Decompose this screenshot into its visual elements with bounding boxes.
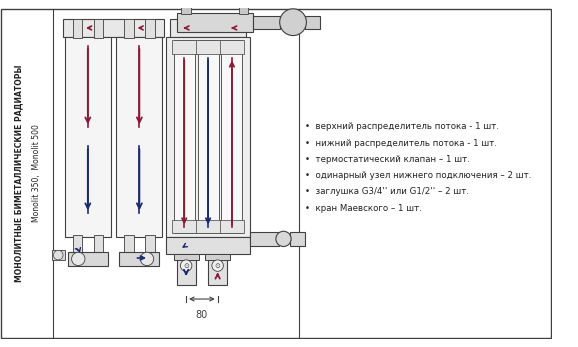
Bar [94, 235, 103, 252]
Bar [172, 220, 197, 233]
Bar [73, 235, 82, 252]
Bar [177, 12, 253, 32]
Bar [196, 40, 220, 54]
Bar [179, 0, 194, 5]
Text: ⊙: ⊙ [214, 263, 221, 269]
Bar [181, 3, 191, 14]
Bar [166, 36, 250, 237]
Bar [145, 235, 155, 252]
Bar [94, 19, 103, 39]
Bar [220, 40, 244, 54]
Bar [198, 40, 218, 233]
Bar [305, 16, 320, 29]
Text: •  верхний распределитель потока - 1 шт.: • верхний распределитель потока - 1 шт. [305, 122, 499, 132]
Circle shape [53, 250, 63, 260]
Text: ⊙: ⊙ [183, 263, 189, 269]
Bar [250, 232, 279, 246]
Circle shape [180, 260, 192, 271]
Bar [172, 40, 197, 54]
Text: Monolit 350,  Monolit 500: Monolit 350, Monolit 500 [32, 124, 41, 222]
Bar [253, 16, 280, 29]
Text: •  термостатический клапан – 1 шт.: • термостатический клапан – 1 шт. [305, 155, 470, 164]
Circle shape [276, 231, 291, 246]
Text: •  одинарный узел нижнего подключения – 2 шт.: • одинарный узел нижнего подключения – 2… [305, 171, 532, 180]
Bar [145, 19, 155, 39]
Bar [119, 252, 160, 265]
Text: МОНОЛИТНЫЕ БИМЕТАЛЛИЧЕСКИЕ РАДИАТОРЫ: МОНОЛИТНЫЕ БИМЕТАЛЛИЧЕСКИЕ РАДИАТОРЫ [14, 64, 24, 282]
Bar [73, 19, 82, 39]
Bar [170, 19, 246, 36]
Text: •  кран Маевского – 1 шт.: • кран Маевского – 1 шт. [305, 204, 423, 213]
Bar [221, 40, 242, 233]
Bar [166, 237, 250, 254]
Bar [196, 220, 220, 233]
Bar [290, 232, 305, 246]
Bar [174, 254, 199, 260]
Bar [65, 36, 111, 237]
Bar [68, 252, 108, 265]
Bar [205, 254, 230, 260]
Bar [239, 3, 248, 14]
Circle shape [140, 252, 154, 265]
Bar [116, 36, 162, 237]
Bar [177, 258, 196, 285]
Bar [174, 40, 195, 233]
Bar [220, 220, 244, 233]
Bar [236, 0, 251, 5]
Bar [124, 19, 134, 39]
Text: •  нижний распределитель потока - 1 шт.: • нижний распределитель потока - 1 шт. [305, 139, 498, 148]
Text: 80: 80 [196, 310, 208, 320]
Circle shape [72, 252, 85, 265]
Circle shape [212, 260, 223, 271]
Bar [63, 19, 164, 36]
Bar [208, 258, 227, 285]
Bar [124, 235, 134, 252]
Text: •  заглушка G3/4'' или G1/2'' – 2 шт.: • заглушка G3/4'' или G1/2'' – 2 шт. [305, 187, 469, 196]
Bar [51, 250, 65, 260]
Circle shape [280, 9, 306, 36]
